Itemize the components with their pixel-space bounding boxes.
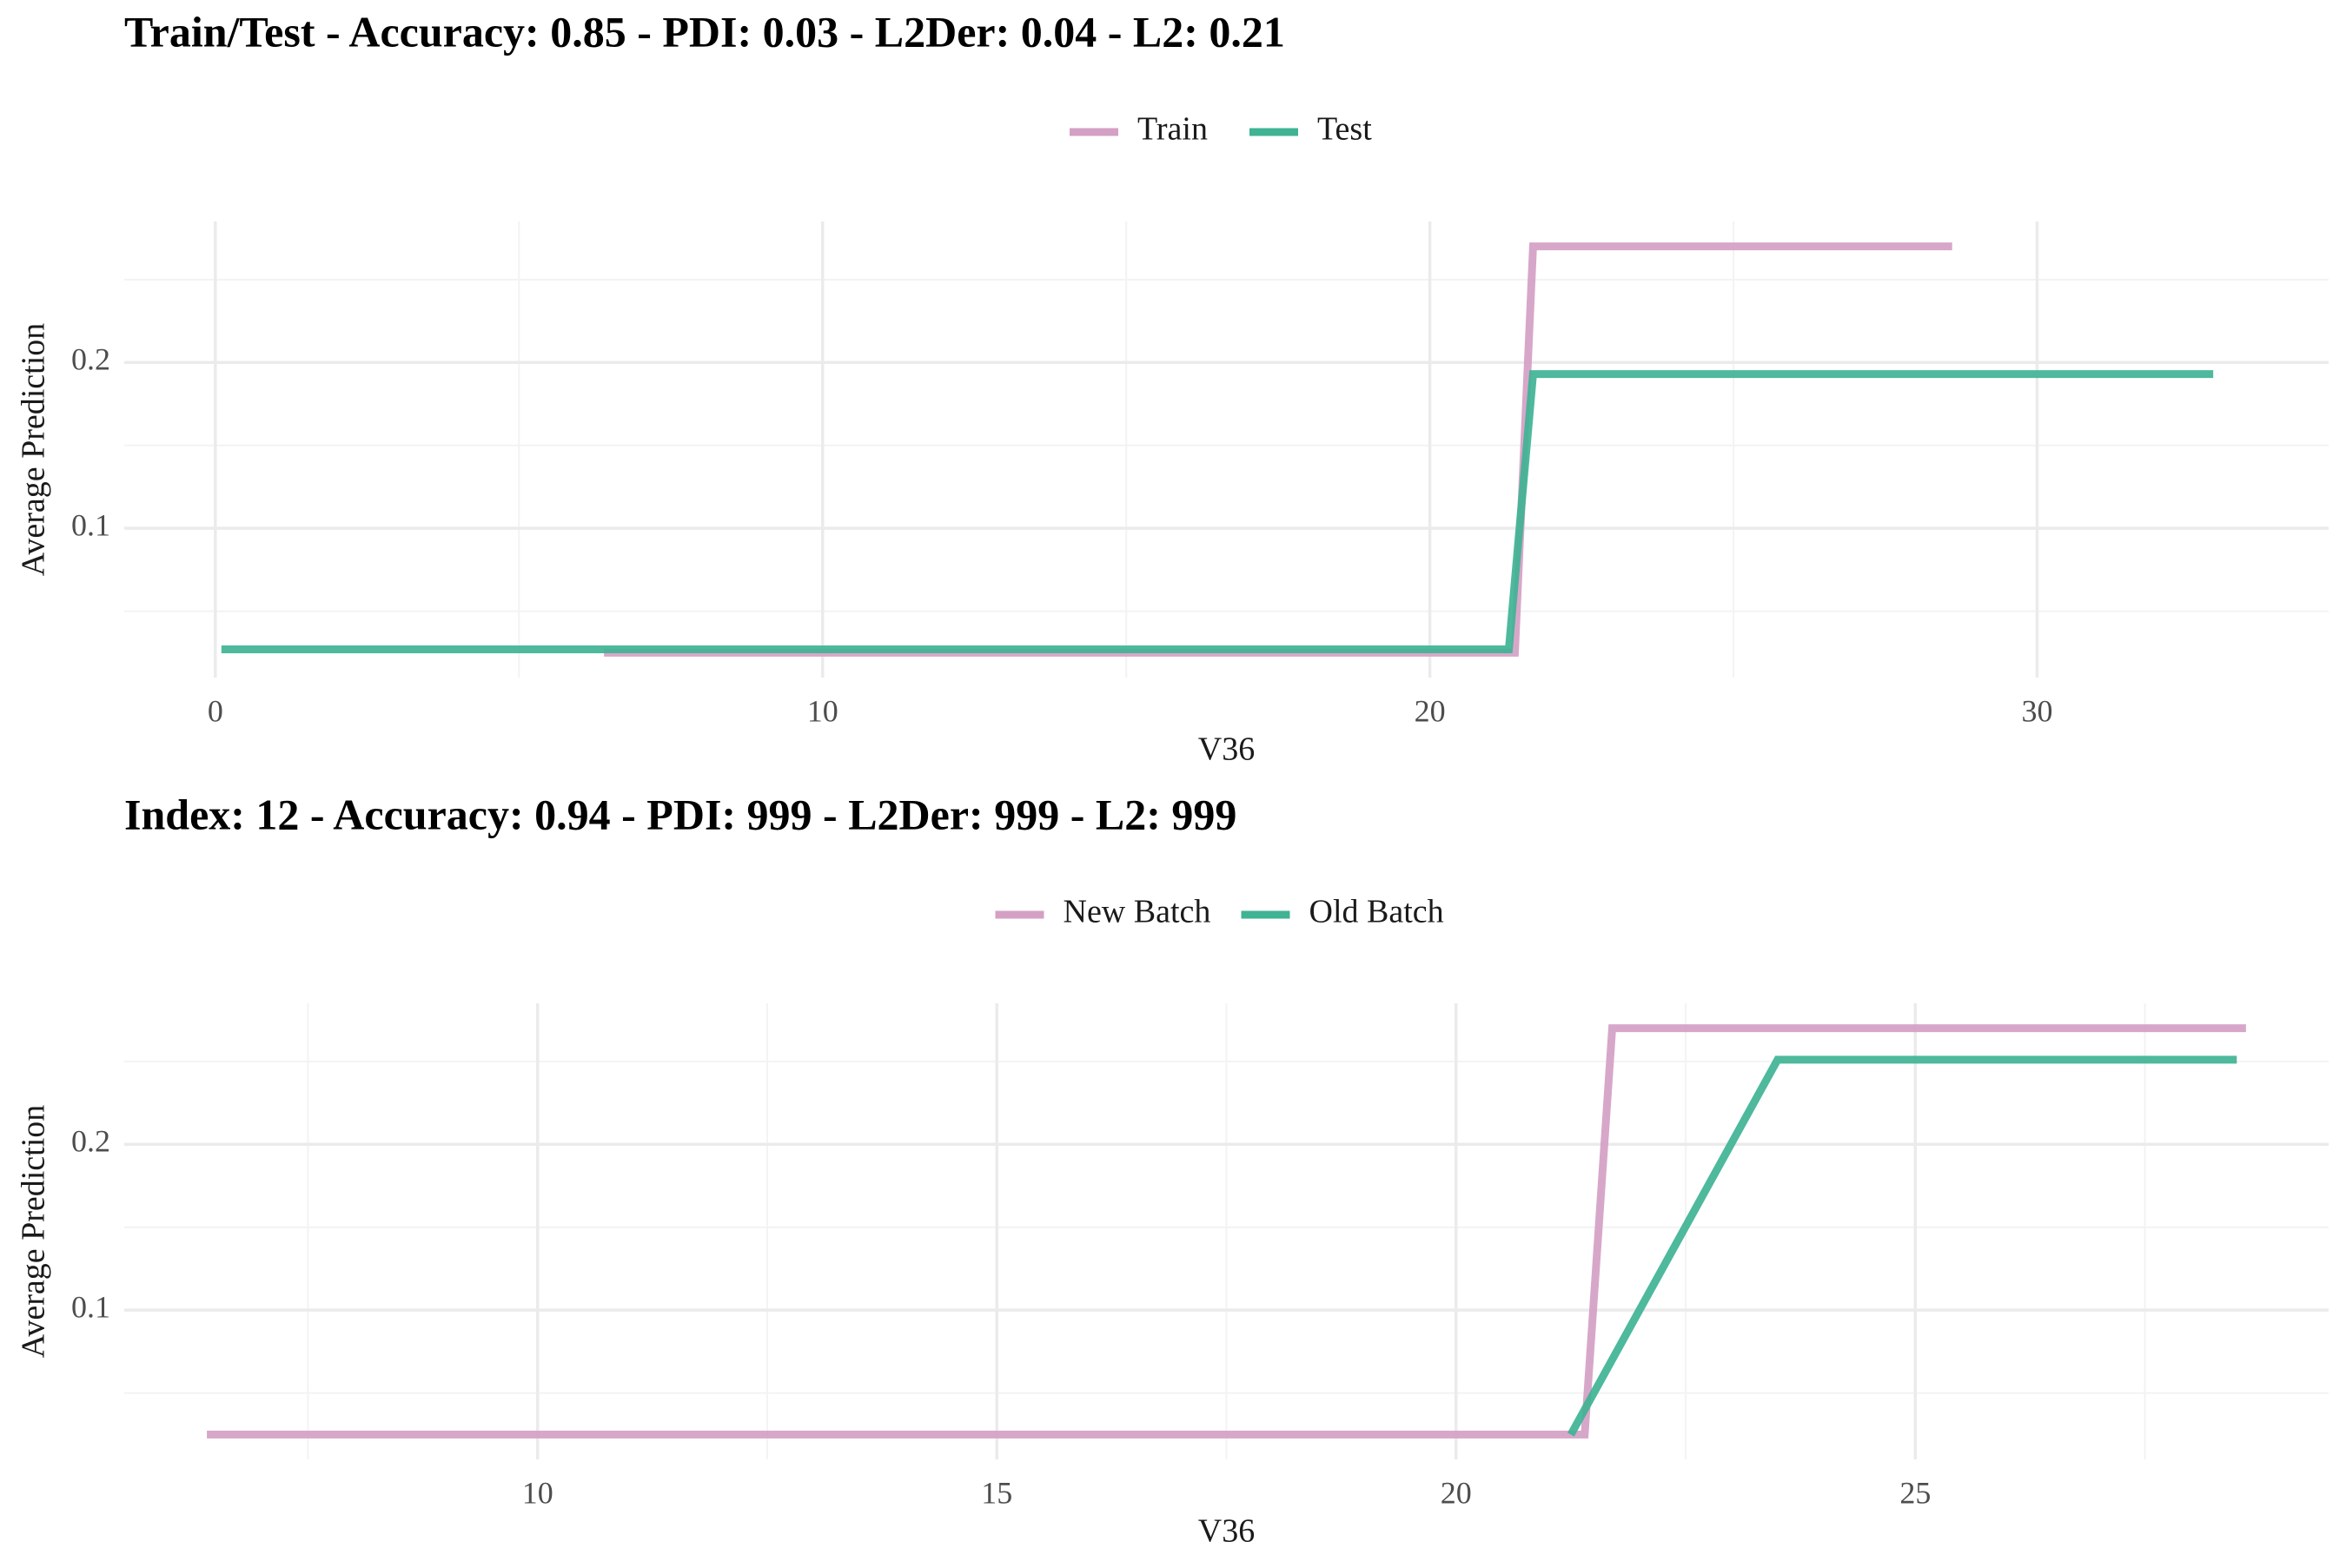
y-tick-label: 0.2 [71,1124,110,1159]
y-axis-title: Average Prediction [16,1105,52,1359]
legend-label: New Batch [1064,894,1211,930]
x-axis-title: V36 [1198,731,1255,768]
y-tick-label: 0.2 [71,342,110,377]
legend-label: Test [1317,111,1372,148]
x-tick-label: 15 [981,1475,1012,1510]
series-line-test [221,370,2214,653]
x-tick-label: 10 [807,693,838,728]
x-tick-label: 20 [1441,1475,1472,1510]
x-tick-label: 10 [522,1475,553,1510]
x-tick-label: 30 [2022,693,2053,728]
chart-title: Index: 12 - Accuracy: 0.94 - PDI: 999 - … [124,790,1236,838]
y-tick-label: 0.1 [71,1289,110,1324]
x-tick-label: 25 [1899,1475,1931,1510]
x-tick-label: 20 [1415,693,1446,728]
y-axis-title: Average Prediction [16,323,52,577]
chart-title: Train/Test - Accuracy: 0.85 - PDI: 0.03 … [124,7,1285,56]
legend-label: Old Batch [1309,894,1444,930]
series-line-new-batch [207,1024,2246,1439]
x-tick-label: 0 [208,693,223,728]
y-tick-label: 0.1 [71,507,110,542]
legend-label: Train [1137,111,1208,148]
series-line-old-batch [1567,1055,2237,1437]
x-axis-title: V36 [1198,1513,1255,1550]
